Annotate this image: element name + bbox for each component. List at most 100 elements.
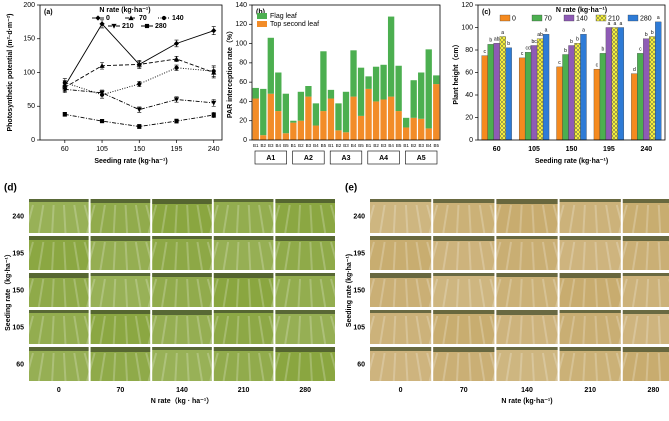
photo-row xyxy=(235,315,240,345)
field-photo xyxy=(152,273,212,307)
photo-row xyxy=(258,204,265,234)
photo-horizon xyxy=(90,199,151,203)
significance-letter: bc xyxy=(531,39,537,45)
photo-row xyxy=(258,241,265,271)
photo-horizon xyxy=(213,236,274,240)
photo-horizon xyxy=(370,236,432,240)
field-photo xyxy=(559,236,621,270)
photo-horizon xyxy=(559,199,621,202)
photo-row xyxy=(541,315,549,345)
marker xyxy=(99,90,105,96)
photo-row xyxy=(645,352,650,382)
photo-row xyxy=(379,315,386,345)
photo-horizon xyxy=(370,273,432,278)
field-photo xyxy=(213,199,274,233)
photo-horizon xyxy=(496,310,558,315)
bar-segment xyxy=(342,132,350,140)
photo-row xyxy=(24,315,34,345)
row-label: 60 xyxy=(357,361,365,368)
legend-marker xyxy=(95,15,101,21)
bar-segment xyxy=(290,122,297,140)
marker xyxy=(136,61,142,67)
photo-row xyxy=(491,241,502,271)
y-tick-label: 60 xyxy=(239,79,247,86)
photo-row xyxy=(478,204,486,234)
photo-row xyxy=(99,352,106,382)
photo-row xyxy=(582,278,586,308)
marker xyxy=(137,81,142,87)
photo-row xyxy=(37,278,45,308)
field-photo xyxy=(370,347,432,381)
photo-row xyxy=(491,352,502,382)
legend-label: Flag leaf xyxy=(270,13,297,20)
significance-letter: b xyxy=(602,47,605,53)
photo-row xyxy=(442,241,449,271)
marker xyxy=(173,56,180,62)
series-line xyxy=(64,23,214,87)
photo-row xyxy=(134,315,142,345)
photo-horizon xyxy=(275,236,335,241)
photo-row xyxy=(428,352,439,382)
photo-row xyxy=(209,315,219,345)
photo-row xyxy=(468,278,472,308)
photo-row xyxy=(284,315,291,345)
photo-row xyxy=(62,204,67,234)
photo-row xyxy=(618,315,628,345)
field-photo xyxy=(213,236,274,270)
photo-row xyxy=(455,352,460,382)
photo-horizon xyxy=(213,199,274,202)
x-tick-label: 195 xyxy=(603,146,615,153)
y-tick-label: 150 xyxy=(23,36,35,43)
photo-horizon xyxy=(90,236,151,241)
photo-row xyxy=(365,352,375,382)
field-photo xyxy=(275,310,335,344)
photo-row xyxy=(442,278,449,308)
field-photo xyxy=(29,347,89,381)
significance-letter: c xyxy=(558,60,561,66)
photo-horizon xyxy=(496,199,558,204)
row-label: 150 xyxy=(12,287,24,294)
photo-row xyxy=(86,315,96,345)
photo-row xyxy=(631,241,639,271)
photo-row xyxy=(297,241,302,271)
photo-row xyxy=(319,204,327,234)
field-photo xyxy=(622,273,669,307)
significance-letter: d xyxy=(633,67,636,73)
photo-row xyxy=(37,204,45,234)
marker xyxy=(62,87,68,92)
photo-row xyxy=(415,352,423,382)
bar-segment xyxy=(350,50,357,97)
photo-row xyxy=(605,278,612,308)
bar-segment xyxy=(425,128,432,140)
field-photo xyxy=(559,347,621,381)
legend-marker xyxy=(111,23,117,29)
photo-row xyxy=(112,315,117,345)
photo-row xyxy=(270,278,281,308)
bar-segment xyxy=(260,135,267,140)
field-photo xyxy=(29,236,89,270)
bar-segment xyxy=(365,76,372,89)
photo-row xyxy=(415,315,423,345)
legend-label: 280 xyxy=(640,15,652,22)
x-tick-label: B5 xyxy=(283,143,289,148)
row-label: 240 xyxy=(12,213,24,220)
y-tick-label: 20 xyxy=(465,114,473,121)
photo-row xyxy=(531,352,535,382)
photo-row xyxy=(392,315,397,345)
photo-row xyxy=(86,352,96,382)
plot-frame xyxy=(251,4,441,141)
photo-row xyxy=(24,278,34,308)
photo-row xyxy=(86,241,96,271)
photo-row xyxy=(124,352,129,382)
row-label: 105 xyxy=(353,324,365,331)
bar xyxy=(568,45,575,141)
photo-row xyxy=(618,204,628,234)
group-box xyxy=(292,150,325,165)
photo-row xyxy=(582,352,586,382)
bar-segment xyxy=(327,89,335,99)
x-tick-label: B1 xyxy=(291,143,297,148)
bar-segment xyxy=(433,84,440,140)
photo-row xyxy=(594,352,599,382)
x-axis-label: Seeding rate (kg·ha⁻¹) xyxy=(535,158,608,165)
marker xyxy=(62,112,67,117)
